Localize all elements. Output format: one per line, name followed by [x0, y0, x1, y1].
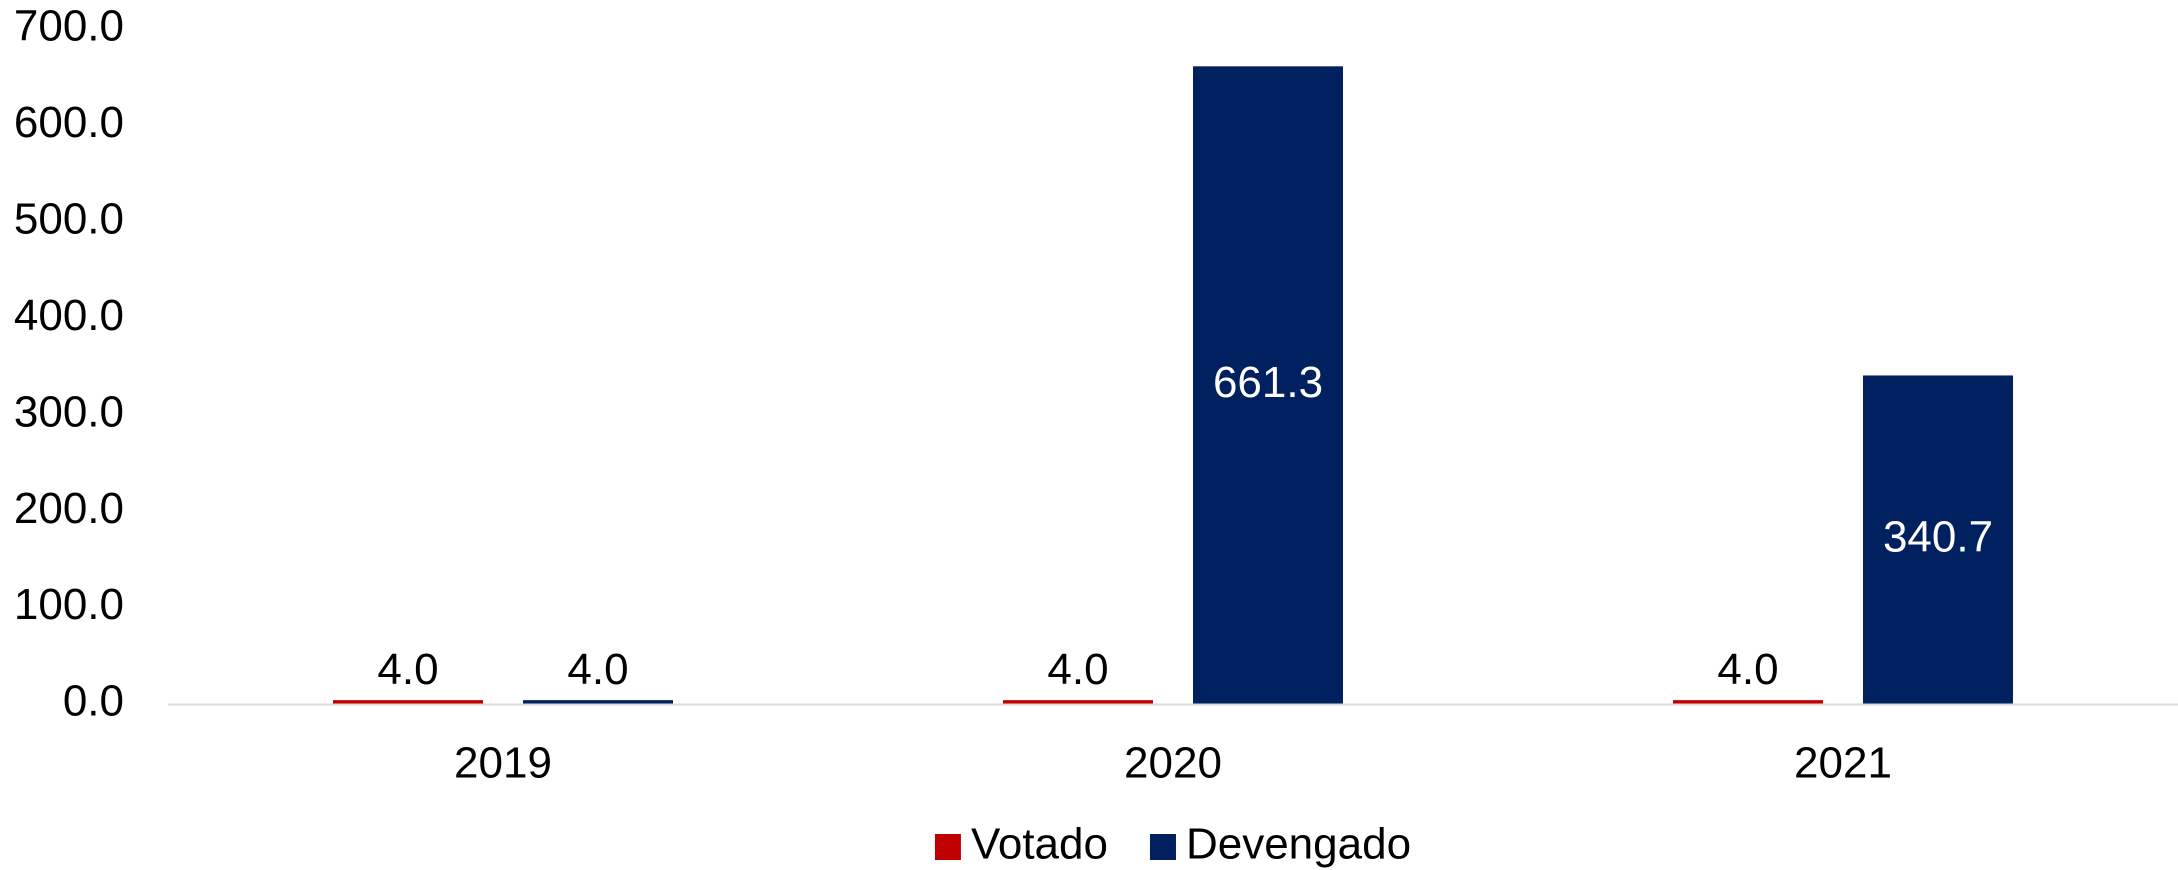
- x-tick-label: 2019: [454, 739, 552, 788]
- x-tick-label: 2020: [1124, 739, 1222, 788]
- y-tick-label: 700.0: [14, 2, 124, 51]
- legend: Votado Devengado: [934, 820, 1411, 869]
- y-tick-label: 0.0: [63, 677, 124, 726]
- y-tick-label: 100.0: [14, 580, 124, 629]
- data-label-devengado-2021: 340.7: [1883, 512, 1993, 561]
- legend-swatch-votado: [934, 834, 961, 860]
- data-label-votado-2021: 4.0: [1717, 645, 1778, 694]
- y-axis-tick-labels: 0.0 100.0 200.0 300.0 400.0 500.0 600.0 700.0: [14, 2, 124, 726]
- y-tick-label: 200.0: [14, 484, 124, 533]
- bar-devengado-2019: [523, 700, 673, 704]
- data-label-votado-2020: 4.0: [1047, 645, 1108, 694]
- x-axis-tick-labels: 2019 2020 2021: [454, 739, 1892, 788]
- bar-devengado-2021: [1863, 375, 2013, 704]
- y-tick-label: 500.0: [14, 194, 124, 243]
- bar-devengado-2020: [1193, 66, 1343, 704]
- legend-label-votado: Votado: [971, 820, 1108, 869]
- y-tick-label: 400.0: [14, 291, 124, 340]
- data-label-devengado-2020: 661.3: [1213, 358, 1323, 407]
- data-label-devengado-2019: 4.0: [567, 645, 628, 694]
- bar-votado-2020: [1003, 700, 1153, 704]
- y-tick-label: 600.0: [14, 98, 124, 147]
- legend-swatch-devengado: [1149, 834, 1176, 860]
- legend-label-devengado: Devengado: [1186, 820, 1411, 869]
- y-tick-label: 300.0: [14, 387, 124, 436]
- x-tick-label: 2021: [1794, 739, 1892, 788]
- bar-marks: [333, 66, 2013, 704]
- bar-votado-2019: [333, 700, 483, 704]
- bar-votado-2021: [1673, 700, 1823, 704]
- data-label-votado-2019: 4.0: [377, 645, 438, 694]
- data-labels: 4.0 4.0 4.0 661.3 4.0 340.7: [377, 358, 1993, 694]
